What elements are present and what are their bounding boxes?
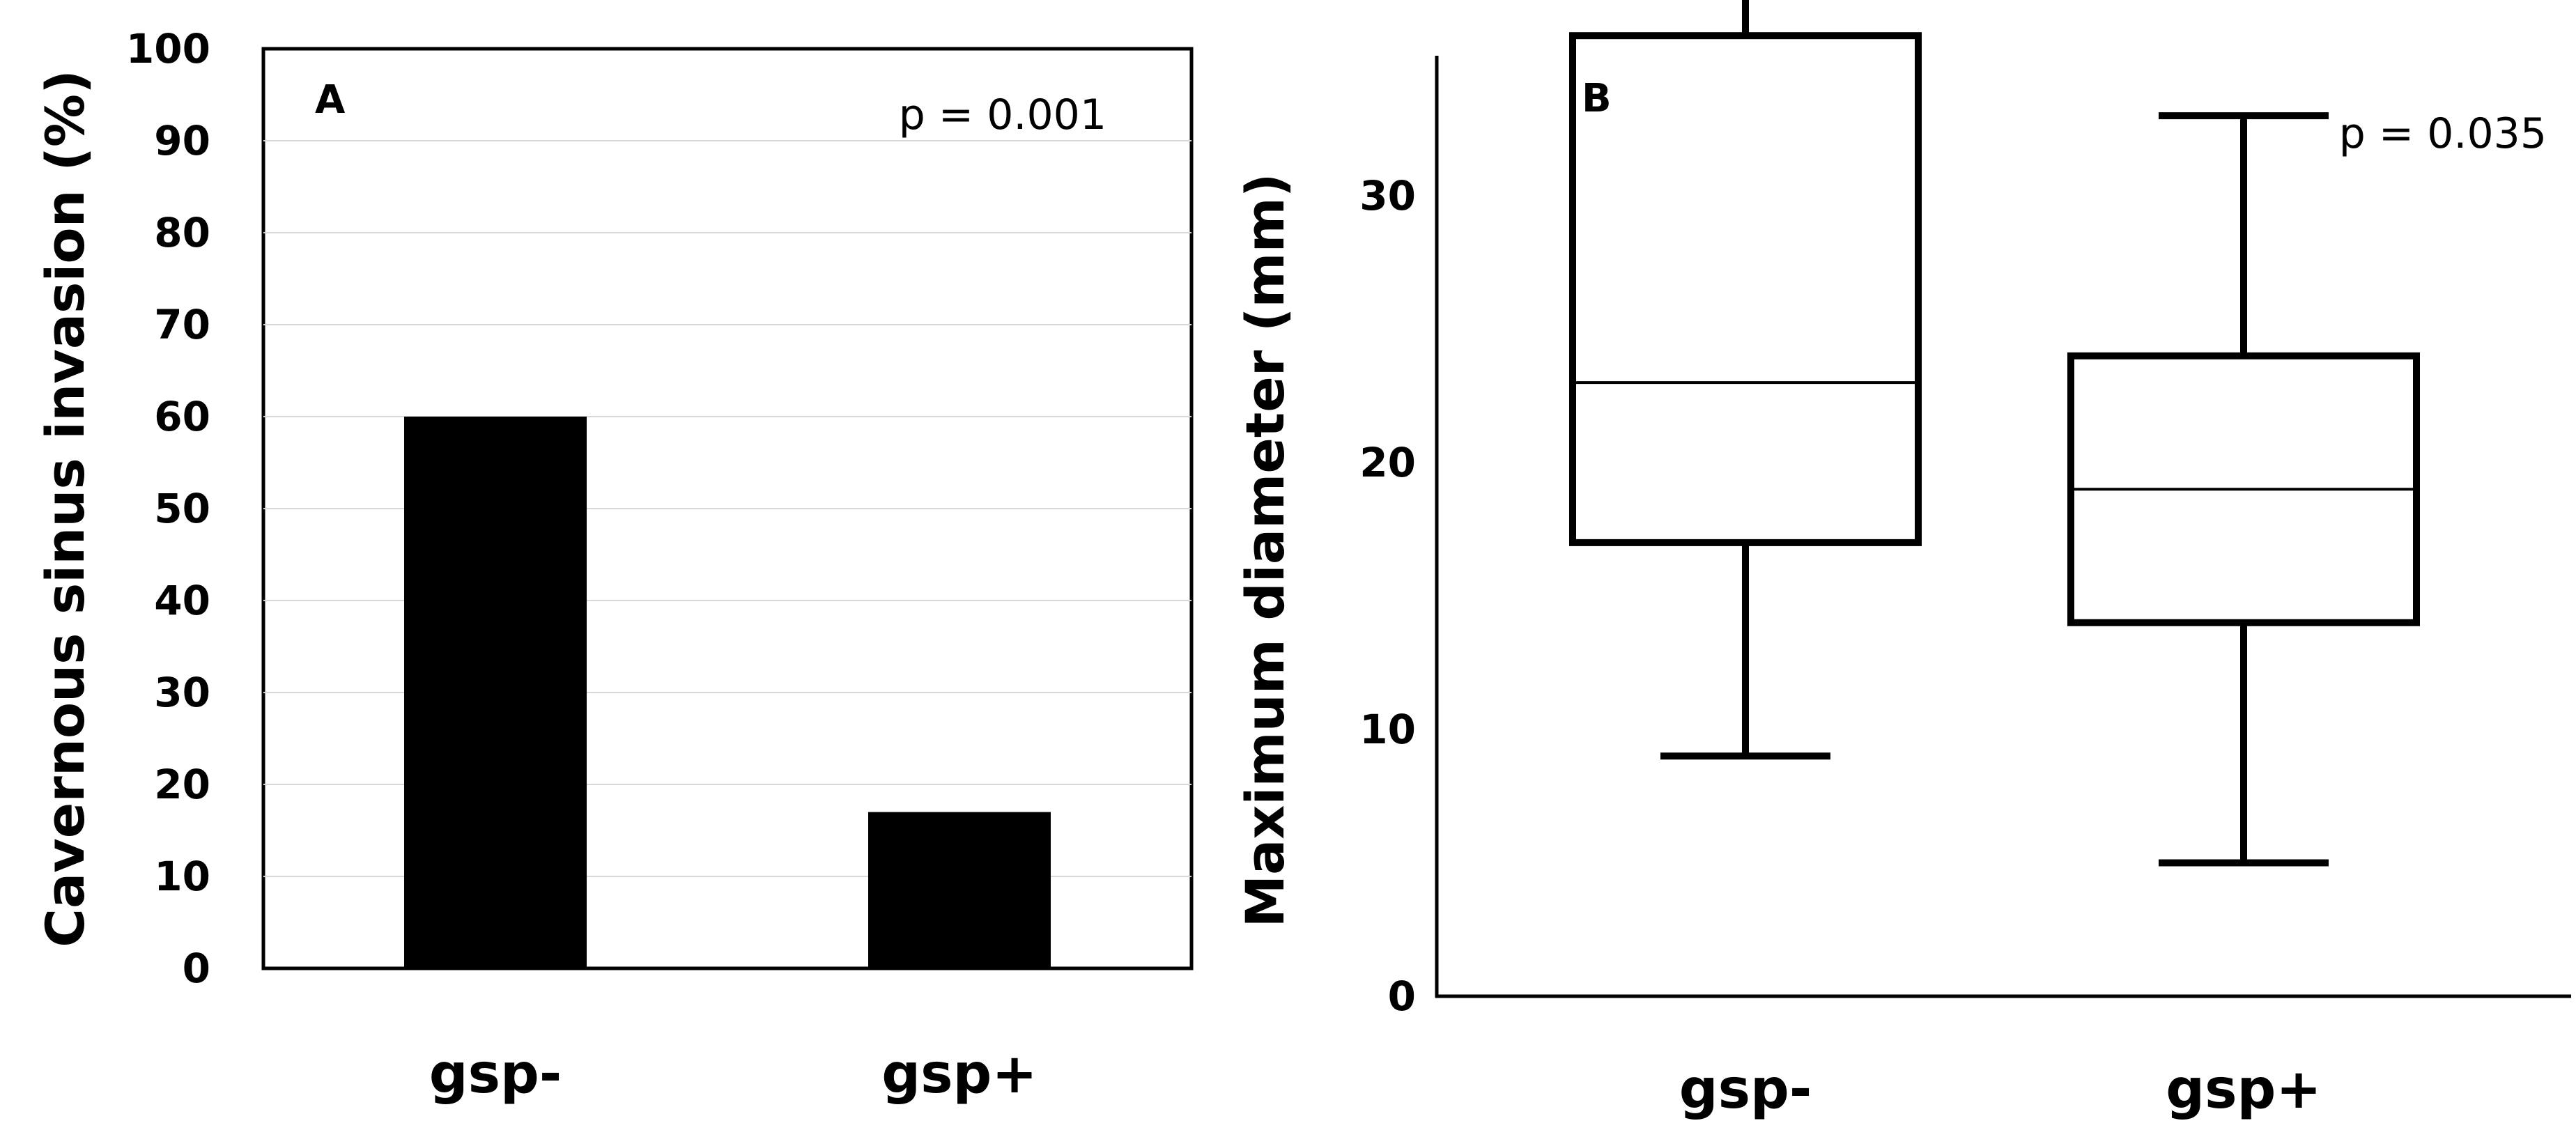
panel-a-y-tick-label: 50 xyxy=(154,485,210,532)
panel-a-y-tick-label: 30 xyxy=(154,669,210,716)
panel-a-y-tick-label: 40 xyxy=(154,577,210,624)
panel-a-pvalue: p = 0.001 xyxy=(899,91,1106,139)
panel-b-y-tick-label: 20 xyxy=(1359,439,1416,486)
panel-b-label: B xyxy=(1582,76,1612,121)
panel-a-y-ticks: 0 10 20 30 40 50 60 70 80 90 100 xyxy=(126,25,210,992)
panel-a-y-tick-label: 60 xyxy=(154,393,210,440)
panel-a-y-tick-label: 0 xyxy=(183,945,210,992)
panel-a-bar xyxy=(404,417,587,968)
panel-a-label: A xyxy=(315,77,346,123)
panel-b-pvalue: p = 0.035 xyxy=(2339,109,2547,158)
panel-b-category-label: gsp- xyxy=(1679,1058,1812,1121)
panel-a-bar xyxy=(868,812,1051,968)
panel-a-bar-chart: 0 10 20 30 40 50 60 70 80 90 100 gsp-gsp+ Cavernou… xyxy=(34,25,1194,1106)
panel-b-box xyxy=(2067,112,2420,867)
panel-a-y-tick-label: 90 xyxy=(154,117,210,164)
panel-b-box xyxy=(1569,0,1922,760)
panel-b-y-tick-label: 0 xyxy=(1388,973,1416,1020)
panel-a-y-tick-label: 100 xyxy=(126,25,210,72)
panel-b-ylabel: Maximum diameter (mm) xyxy=(1234,173,1296,927)
panel-a-y-tick-label: 20 xyxy=(154,761,210,808)
panel-a-category-label: gsp- xyxy=(429,1043,562,1106)
panel-b-y-tick-label: 30 xyxy=(1359,172,1416,219)
panel-b-boxes xyxy=(1569,0,2420,867)
panel-b-categories: gsp-gsp+ xyxy=(1679,1058,2322,1121)
panel-a-ylabel: Cavernous sinus invasion (%) xyxy=(34,70,96,947)
panel-a-category-label: gsp+ xyxy=(881,1043,1037,1106)
panel-b-y-tick-label: 10 xyxy=(1359,706,1416,753)
panel-b-iqr-box xyxy=(1569,32,1922,546)
panel-a-y-tick-label: 10 xyxy=(154,853,210,900)
panel-a-y-tick-label: 80 xyxy=(154,209,210,256)
panel-a-y-tick-label: 70 xyxy=(154,301,210,348)
panel-b-category-label: gsp+ xyxy=(2166,1058,2321,1121)
panel-a-bars xyxy=(404,417,1051,968)
panel-a-categories: gsp-gsp+ xyxy=(429,1043,1038,1106)
